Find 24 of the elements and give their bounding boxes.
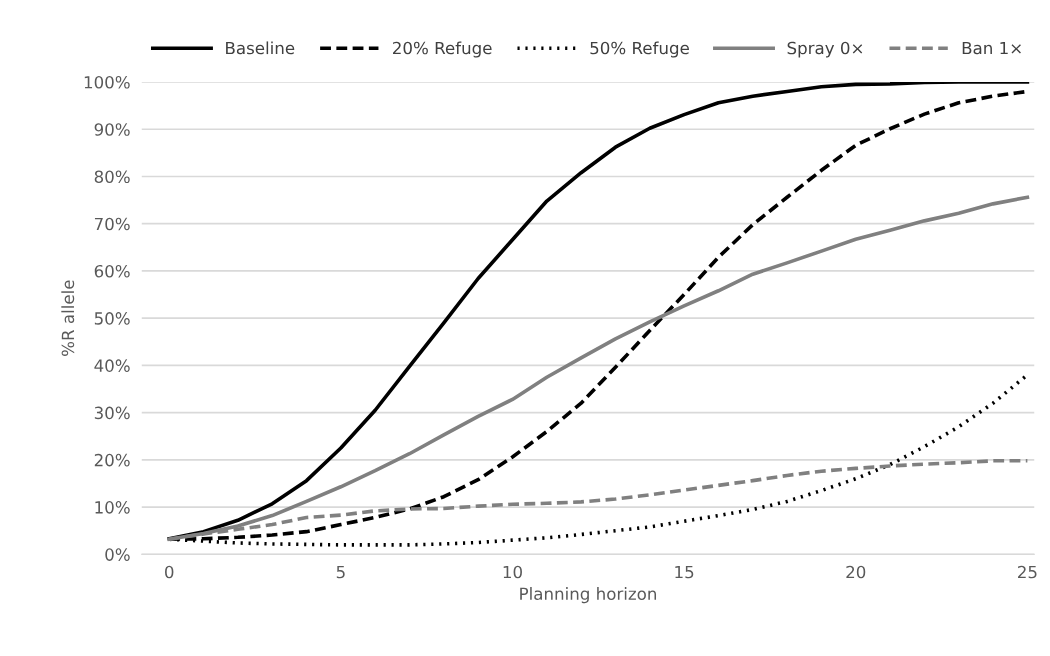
legend-label: Baseline [226, 41, 295, 55]
y-tick-label: 90% [94, 123, 130, 136]
x-tick-label: 20 [846, 565, 866, 579]
legend-label: Spray 0× [787, 41, 863, 58]
legend-label: 20% Refuge [393, 41, 492, 58]
x-tick-label: 5 [336, 565, 345, 579]
x-tick-label: 15 [675, 565, 694, 579]
x-tick-label: 10 [503, 565, 522, 579]
y-tick-label: 60% [94, 264, 130, 278]
y-tick-label: 0% [105, 548, 130, 561]
legend-label: Ban 1× [962, 41, 1021, 55]
y-tick-label: 70% [94, 217, 130, 231]
y-axis-title: %R allele [61, 280, 75, 356]
y-tick-label: 80% [94, 170, 130, 184]
y-tick-label: 30% [94, 406, 130, 420]
y-tick-label: 50% [94, 312, 130, 325]
x-axis-title: Planning horizon [520, 587, 657, 604]
legend-label: 50% Refuge [590, 41, 689, 58]
x-tick-label: 0 [165, 565, 174, 579]
y-tick-label: 40% [94, 359, 130, 372]
y-tick-label: 10% [95, 501, 130, 514]
x-tick-label: 25 [1018, 565, 1037, 579]
y-tick-label: 20% [94, 453, 130, 467]
y-tick-label: 100% [84, 75, 130, 89]
